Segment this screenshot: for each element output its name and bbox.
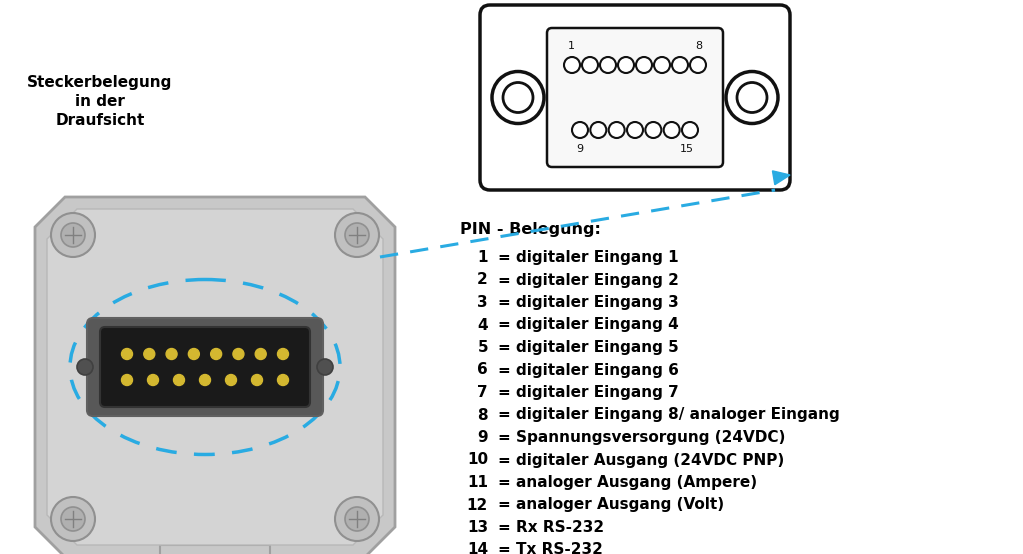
Circle shape	[61, 507, 85, 531]
Text: 14: 14	[466, 542, 488, 554]
Circle shape	[211, 348, 222, 360]
Circle shape	[726, 71, 779, 124]
Circle shape	[252, 375, 263, 386]
Circle shape	[122, 375, 133, 386]
Text: = digitaler Eingang 3: = digitaler Eingang 3	[498, 295, 678, 310]
Text: 3: 3	[478, 295, 488, 310]
Text: = digitaler Eingang 8/ analoger Eingang: = digitaler Eingang 8/ analoger Eingang	[498, 408, 840, 423]
Circle shape	[174, 375, 184, 386]
Circle shape	[255, 348, 266, 360]
Circle shape	[77, 359, 93, 375]
Text: 4: 4	[478, 317, 488, 332]
Polygon shape	[772, 171, 790, 184]
Circle shape	[492, 71, 544, 124]
Circle shape	[682, 122, 698, 138]
Text: 1: 1	[568, 41, 575, 51]
Circle shape	[627, 122, 643, 138]
Text: 9: 9	[576, 144, 583, 154]
Text: PIN - Belegung:: PIN - Belegung:	[460, 222, 601, 237]
Circle shape	[122, 348, 133, 360]
Text: 5: 5	[478, 340, 488, 355]
Text: 2: 2	[478, 273, 488, 288]
Circle shape	[582, 57, 598, 73]
Text: 9: 9	[478, 430, 488, 445]
Text: 11: 11	[468, 475, 488, 490]
FancyBboxPatch shape	[100, 327, 310, 407]
Circle shape	[503, 83, 533, 112]
Text: 15: 15	[680, 144, 694, 154]
Text: = Tx RS-232: = Tx RS-232	[498, 542, 603, 554]
Circle shape	[618, 57, 634, 73]
Circle shape	[672, 57, 688, 73]
Text: = analoger Ausgang (Ampere): = analoger Ausgang (Ampere)	[498, 475, 757, 490]
Text: in der: in der	[75, 94, 125, 109]
Text: = Rx RS-232: = Rx RS-232	[498, 520, 605, 535]
Circle shape	[609, 122, 625, 138]
Circle shape	[664, 122, 679, 138]
Circle shape	[51, 497, 95, 541]
Circle shape	[225, 375, 236, 386]
Circle shape	[277, 348, 288, 360]
Text: = digitaler Eingang 2: = digitaler Eingang 2	[498, 273, 679, 288]
Circle shape	[646, 122, 661, 138]
Text: = analoger Ausgang (Volt): = analoger Ausgang (Volt)	[498, 497, 724, 512]
Text: = Spannungsversorgung (24VDC): = Spannungsversorgung (24VDC)	[498, 430, 786, 445]
Circle shape	[590, 122, 607, 138]
Text: 6: 6	[478, 362, 488, 377]
Circle shape	[335, 497, 379, 541]
Text: Draufsicht: Draufsicht	[55, 113, 144, 128]
Circle shape	[277, 375, 288, 386]
Circle shape	[61, 223, 85, 247]
Text: = digitaler Eingang 7: = digitaler Eingang 7	[498, 385, 678, 400]
Circle shape	[51, 213, 95, 257]
Circle shape	[144, 348, 154, 360]
Polygon shape	[35, 197, 395, 554]
Text: = digitaler Eingang 1: = digitaler Eingang 1	[498, 250, 678, 265]
Text: 8: 8	[478, 408, 488, 423]
FancyBboxPatch shape	[547, 28, 723, 167]
Circle shape	[737, 83, 767, 112]
Polygon shape	[47, 209, 383, 545]
FancyBboxPatch shape	[480, 5, 790, 190]
Circle shape	[636, 57, 652, 73]
Text: = digitaler Eingang 5: = digitaler Eingang 5	[498, 340, 678, 355]
Circle shape	[345, 223, 369, 247]
Text: = digitaler Eingang 6: = digitaler Eingang 6	[498, 362, 679, 377]
Circle shape	[345, 507, 369, 531]
Circle shape	[572, 122, 588, 138]
Circle shape	[147, 375, 159, 386]
Circle shape	[166, 348, 177, 360]
Text: = digitaler Ausgang (24VDC PNP): = digitaler Ausgang (24VDC PNP)	[498, 453, 785, 468]
Text: Steckerbelegung: Steckerbelegung	[28, 75, 173, 90]
FancyBboxPatch shape	[160, 545, 270, 554]
Text: 8: 8	[695, 41, 702, 51]
Circle shape	[188, 348, 199, 360]
Text: = digitaler Eingang 4: = digitaler Eingang 4	[498, 317, 678, 332]
Circle shape	[690, 57, 706, 73]
Circle shape	[654, 57, 670, 73]
Text: 10: 10	[466, 453, 488, 468]
Circle shape	[564, 57, 580, 73]
Text: 1: 1	[478, 250, 488, 265]
Circle shape	[199, 375, 211, 386]
Circle shape	[601, 57, 616, 73]
Text: 7: 7	[478, 385, 488, 400]
Circle shape	[233, 348, 243, 360]
Circle shape	[317, 359, 333, 375]
FancyBboxPatch shape	[87, 318, 323, 416]
Text: 13: 13	[466, 520, 488, 535]
Text: 12: 12	[466, 497, 488, 512]
Circle shape	[335, 213, 379, 257]
